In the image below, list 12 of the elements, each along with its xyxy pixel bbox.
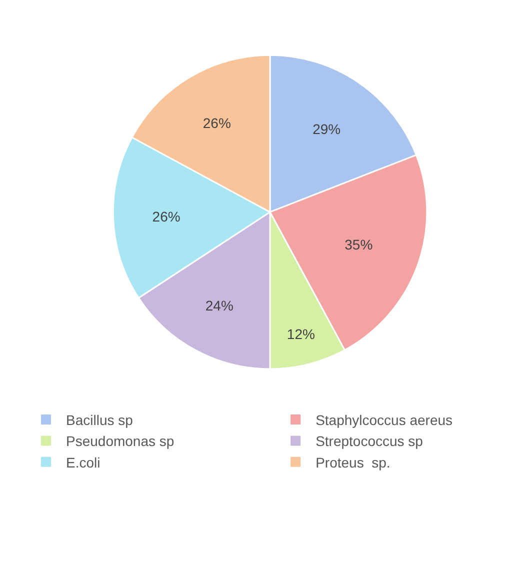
data-label: 24% xyxy=(205,298,234,314)
data-label: 35% xyxy=(344,236,373,253)
legend-label: Staphylcoccus aereus xyxy=(316,412,453,428)
legend-label: Proteus sp. xyxy=(316,454,390,470)
data-label: 26% xyxy=(152,208,180,224)
legend-label: Streptococcus sp xyxy=(316,433,424,450)
data-label: 26% xyxy=(202,114,231,131)
data-label: 12% xyxy=(286,326,315,342)
legend-label: E.coli xyxy=(66,454,100,470)
legend-label: Bacillus sp xyxy=(66,412,134,428)
data-label: 29% xyxy=(312,121,341,138)
legend-label: Pseudomonas sp xyxy=(66,433,174,450)
